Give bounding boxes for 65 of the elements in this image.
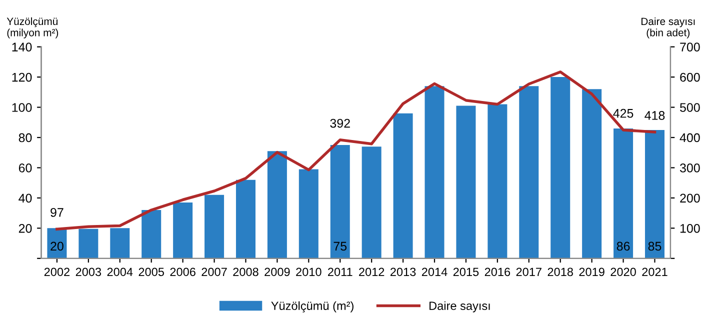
data-label: 392 [330,118,350,128]
bar [424,86,444,258]
data-label: 75 [334,242,347,251]
bar [204,194,224,258]
y-axis-title: Yüzölçümü (milyon m²) [6,17,58,38]
y-tick-label: 140 [12,42,32,52]
x-tick-label: 2017 [516,268,542,276]
y-tick-label: 120 [12,72,32,82]
bar [330,145,350,258]
y-tick-label: 20 [18,224,32,233]
x-tick-label: 2014 [422,268,448,276]
bar [582,89,602,258]
data-label: 418 [644,111,665,120]
data-label: 20 [50,242,64,251]
x-tick-label: 2010 [296,268,322,276]
y2-tick-label: 500 [680,103,700,112]
x-tick-label: 2018 [548,268,573,276]
y-tick-label: 100 [12,103,32,112]
y2-tick-label: 700 [680,42,700,52]
bar [110,228,130,258]
bar [393,113,413,258]
y2-axis-title: Daire sayısı (bin adet) [642,17,695,38]
y2-tick-label: 100 [680,224,700,233]
x-tick-label: 2016 [484,268,510,276]
x-tick-label: 2009 [264,268,290,276]
data-label: 86 [616,242,630,251]
y2-tick-label: 600 [680,72,700,82]
x-tick-label: 2012 [359,268,384,276]
bar [550,77,570,258]
legend-label: Daire sayısı [430,301,490,312]
x-tick-label: 2019 [579,268,604,276]
bar [267,151,287,258]
bar [236,180,256,258]
bar [644,130,664,258]
bar [488,104,508,258]
x-tick-label: 2013 [390,268,416,276]
x-tick-label: 2006 [170,268,196,276]
x-tick-label: 2004 [107,268,133,276]
bar [78,228,98,258]
bar [456,106,476,258]
bar [519,86,539,258]
y-tick-label: 80 [18,133,32,142]
x-tick-label: 2003 [76,268,102,276]
data-label: 425 [613,108,634,118]
y2-tick-label: 300 [680,164,700,172]
y2-tick-label: 200 [680,194,700,203]
bar [362,146,382,258]
data-label: 85 [648,242,662,251]
x-tick-label: 2021 [642,268,668,276]
bar [142,210,162,258]
data-label: 97 [50,208,64,217]
x-tick-label: 2008 [233,268,258,276]
y2-tick-label: 400 [680,133,700,142]
legend-label: Yüzölçümü (m²) [271,301,354,312]
x-tick-label: 2011 [328,268,352,276]
bar [298,169,318,258]
x-tick-label: 2020 [610,268,636,276]
bar [173,202,193,258]
x-tick-label: 2005 [138,268,164,276]
x-tick-label: 2015 [453,268,479,276]
x-tick-label: 2007 [202,268,227,276]
y-tick-label: 40 [18,194,32,203]
y-tick-label: 60 [18,164,32,172]
bar [614,128,634,258]
x-tick-label: 2002 [44,268,70,276]
